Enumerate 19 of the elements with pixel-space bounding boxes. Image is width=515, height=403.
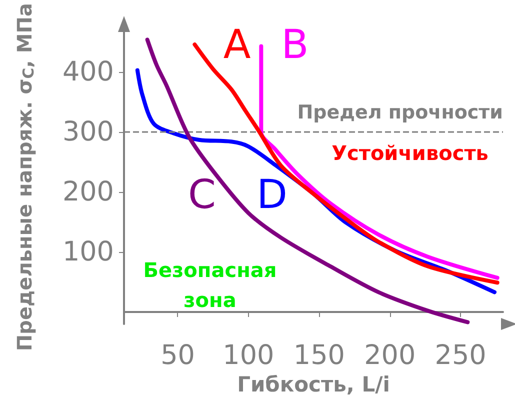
y-tick-label: 300	[62, 116, 114, 148]
annotation: зона	[184, 288, 236, 312]
x-tick-label: 150	[293, 340, 345, 371]
annotation: B	[281, 22, 309, 68]
x-tick-label: 100	[222, 340, 274, 371]
annotation: A	[223, 22, 252, 68]
y-tick-label: 200	[62, 176, 114, 208]
x-tick-label: 200	[364, 340, 416, 371]
x-tick-label: 250	[434, 340, 486, 371]
annotation: D	[256, 172, 288, 218]
annotation: Безопасная	[143, 258, 277, 282]
x-tick-label: 50	[160, 340, 195, 371]
x-axis-title: Гибкость, L/i	[237, 372, 390, 396]
ref-line-label: Предел прочности	[297, 102, 503, 124]
y-tick-label: 400	[62, 56, 114, 88]
y-axis-title: Предельные напряж. σC, МПа	[12, 2, 38, 352]
y-tick-label: 100	[62, 236, 114, 268]
annotation: Устойчивость	[332, 141, 488, 165]
annotation: C	[188, 172, 216, 218]
